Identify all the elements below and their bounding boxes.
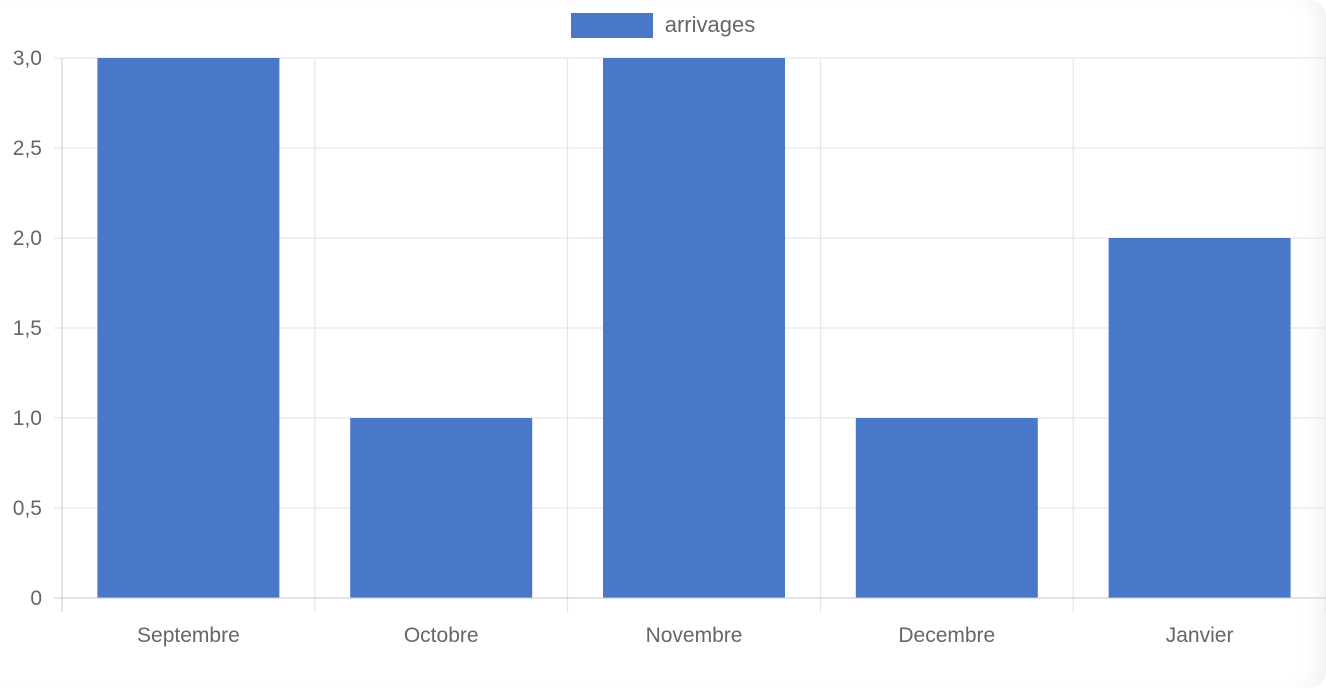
x-tick-label: Octobre <box>404 624 479 647</box>
x-tick-label: Decembre <box>898 624 995 647</box>
bar-novembre[interactable] <box>602 58 786 598</box>
bar-janvier[interactable] <box>1108 238 1291 598</box>
y-tick-label: 1,0 <box>13 407 42 430</box>
bars <box>97 58 1291 598</box>
x-tick-label: Janvier <box>1166 624 1234 647</box>
tick-labels: 0 0,5 1,0 1,5 2,0 2,5 3,0 Septembre Octobre Novem… <box>13 47 1234 647</box>
bar-decembre[interactable] <box>855 418 1038 598</box>
bar-septembre[interactable] <box>97 58 280 598</box>
x-tick-label: Septembre <box>137 624 240 647</box>
legend-swatch-arrivages <box>570 12 653 38</box>
y-tick-label: 0 <box>30 587 42 610</box>
x-tick-label: Novembre <box>646 624 743 647</box>
y-tick-label: 1,5 <box>13 317 42 340</box>
legend[interactable]: arrivages <box>0 12 1326 38</box>
bar-octobre[interactable] <box>350 418 533 598</box>
y-tick-label: 2,0 <box>13 227 42 250</box>
legend-label-arrivages: arrivages <box>664 12 756 37</box>
y-tick-label: 3,0 <box>13 47 42 70</box>
axes <box>61 58 1326 599</box>
y-tick-label: 0,5 <box>13 497 42 520</box>
y-tick-label: 2,5 <box>13 137 42 160</box>
